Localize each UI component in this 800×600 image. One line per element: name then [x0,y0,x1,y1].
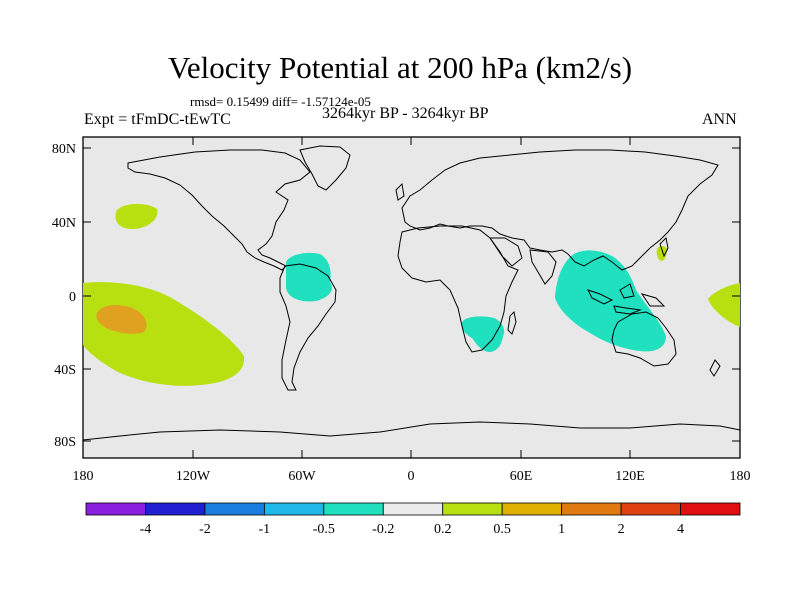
colorbar-swatch [620,502,681,516]
lat-label-80n: 80N [52,142,76,157]
lat-label-40s: 40S [54,363,76,378]
colorbar [85,502,741,516]
period-label: 3264kyr BP - 3264kyr BP [322,105,489,122]
colorbar-label: 2 [618,522,625,537]
region-africa-negative [461,316,505,352]
colorbar-label: -0.5 [313,522,335,537]
colorbar-label: -0.2 [372,522,394,537]
colorbar-swatch [382,502,444,516]
coast-japan [659,236,669,258]
map-ticks [83,137,740,458]
lon-label-60w: 60W [288,469,316,484]
colorbar-swatch [442,502,503,516]
colorbar-label: -4 [140,522,152,537]
region-west-pacific-edge-positive [708,283,740,327]
lon-label-120e: 120E [615,469,645,484]
lat-label-80s: 80S [54,435,76,450]
experiment-label: Expt = tFmDC-tEwTC [84,111,231,128]
coast-new-zealand [709,359,721,377]
region-japan-positive [656,246,667,261]
lon-label-180w: 180 [73,469,94,484]
coast-north-america [127,149,311,271]
colorbar-label: 4 [677,522,684,537]
lat-label-40n: 40N [52,216,76,231]
colorbar-swatch [561,502,622,516]
colorbar-swatch [263,502,325,516]
region-south-pacific-orange [96,305,147,334]
coast-uk [395,182,405,201]
region-south-america-negative [286,252,332,302]
coast-arabia-india [489,237,557,285]
coast-south-america [279,263,337,391]
lon-label-120w: 120W [176,469,211,484]
lon-label-0: 0 [408,469,415,484]
colorbar-labels: -4 -2 -1 -0.5 -0.2 0.2 0.5 1 2 4 [140,522,684,537]
colorbar-swatch [323,502,384,516]
lon-label-180e: 180 [730,469,751,484]
coast-madagascar [507,310,517,335]
colorbar-label: -1 [259,522,271,537]
colorbar-label: 0.5 [493,522,511,537]
stats-line: rmsd= 0.15499 diff= -1.57124e-05 [190,94,371,109]
coast-indonesia [587,283,666,315]
map-background [82,136,741,459]
colorbar-label: 1 [558,522,565,537]
colorbar-swatch [145,502,206,516]
lat-label-0: 0 [69,290,76,305]
coast-greenland [299,145,351,191]
coast-europe-asia [401,149,719,271]
coast-antarctica [82,421,741,441]
coast-africa [397,225,519,353]
colorbar-label: -2 [199,522,211,537]
coast-australia [611,311,677,367]
coastlines [82,145,741,441]
region-north-pacific-positive [115,203,158,230]
lon-label-60e: 60E [510,469,533,484]
colorbar-swatch [501,502,563,516]
colorbar-swatch [204,502,265,516]
map-title: Velocity Potential at 200 hPa (km2/s) [167,50,633,85]
colorbar-label: 0.2 [434,522,452,537]
season-label: ANN [702,111,737,128]
colorbar-swatch [85,502,146,516]
colorbar-swatch [680,502,741,516]
